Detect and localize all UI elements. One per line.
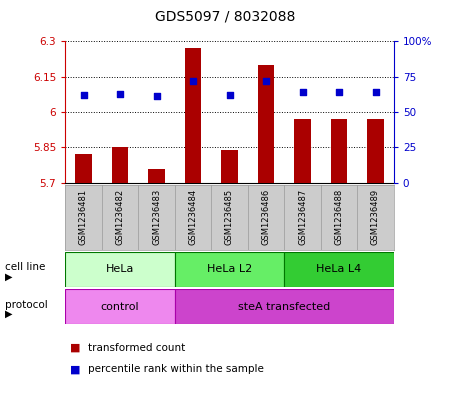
Bar (65, 252, 175, 287)
Bar (65, 289, 175, 324)
Text: GSM1236489: GSM1236489 (371, 189, 380, 245)
Text: transformed count: transformed count (88, 343, 185, 353)
Point (226, 92, 233, 98)
Point (80, 92, 87, 98)
Point (262, 78, 270, 84)
Point (372, 89, 379, 95)
Bar (294, 119, 310, 183)
Bar (258, 65, 274, 183)
Text: GSM1236482: GSM1236482 (116, 189, 125, 245)
Bar (185, 48, 201, 183)
Text: GSM1236484: GSM1236484 (189, 189, 198, 245)
Text: ▶: ▶ (5, 309, 13, 319)
Text: ■: ■ (70, 343, 80, 353)
Text: ■: ■ (70, 364, 80, 375)
Text: HeLa: HeLa (106, 264, 134, 274)
Bar (175, 252, 284, 287)
Text: GSM1236483: GSM1236483 (152, 189, 161, 245)
Point (335, 89, 342, 95)
Point (153, 93, 160, 99)
Point (299, 89, 306, 95)
Text: HeLa L4: HeLa L4 (316, 264, 362, 274)
Text: GSM1236486: GSM1236486 (261, 189, 270, 245)
Bar (175, 289, 394, 324)
Bar (112, 147, 128, 183)
Text: GSM1236487: GSM1236487 (298, 189, 307, 245)
Point (117, 90, 124, 97)
Text: GSM1236488: GSM1236488 (334, 189, 343, 245)
Bar (284, 252, 394, 287)
Text: GDS5097 / 8032088: GDS5097 / 8032088 (155, 10, 295, 24)
Text: cell line: cell line (5, 262, 46, 272)
Bar (221, 150, 238, 183)
Text: percentile rank within the sample: percentile rank within the sample (88, 364, 264, 375)
Text: GSM1236485: GSM1236485 (225, 189, 234, 245)
Bar (75, 154, 92, 183)
Text: HeLa L2: HeLa L2 (207, 264, 252, 274)
Text: ▶: ▶ (5, 271, 13, 281)
Bar (367, 119, 384, 183)
Point (189, 78, 197, 84)
Text: protocol: protocol (5, 299, 48, 310)
Text: steA transfected: steA transfected (238, 301, 330, 312)
Bar (331, 119, 347, 183)
Text: control: control (101, 301, 140, 312)
Bar (148, 169, 165, 183)
Text: GSM1236481: GSM1236481 (79, 189, 88, 245)
